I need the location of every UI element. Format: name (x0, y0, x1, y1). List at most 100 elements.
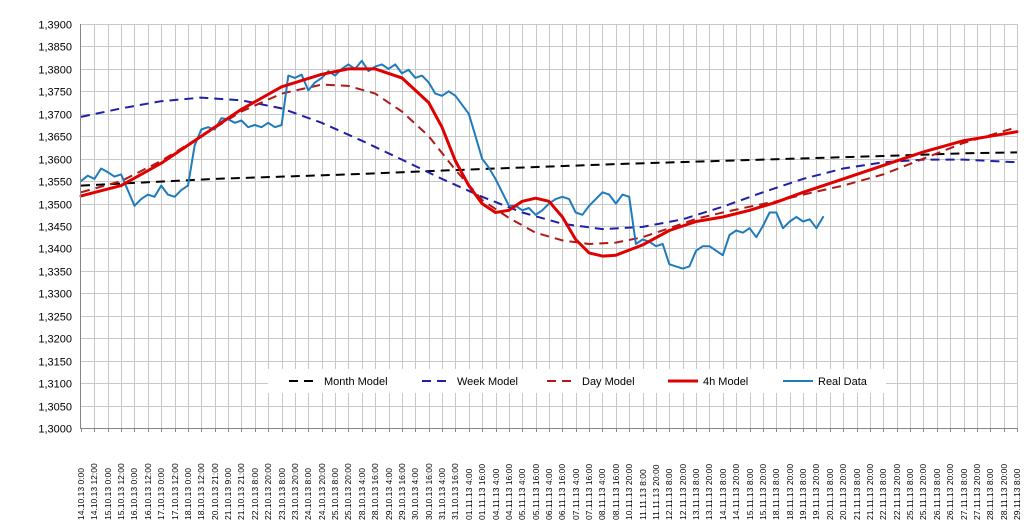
x-tick-label: 22.11.13 20:00 (892, 464, 902, 520)
x-tick-label: 07.11.13 16:00 (584, 464, 594, 520)
y-tick-label: 1,3450 (38, 222, 72, 234)
x-tick-label: 15.11.13 20:00 (758, 464, 768, 520)
x-tick-label: 14.11.13 8:00 (718, 468, 728, 520)
x-tick-label: 25.10.13 8:00 (330, 468, 340, 520)
x-tick-label: 25.10.13 20:00 (343, 463, 353, 520)
x-tick-label: 18.11.13 20:00 (785, 464, 795, 520)
x-tick-label: 11.11.13 20:00 (651, 464, 661, 520)
y-tick-label: 1,3650 (38, 132, 72, 144)
x-tick-label: 16.10.13 12:00 (143, 463, 153, 520)
x-tick-label: 28.10.13 16:00 (370, 463, 380, 520)
x-tick-label: 21.11.13 20:00 (865, 464, 875, 520)
x-tick-label: 18.10.13 12:00 (196, 463, 206, 520)
x-tick-label: 20.11.13 8:00 (825, 468, 835, 520)
y-tick-label: 1,3800 (38, 65, 72, 77)
x-tick-label: 31.10.13 16:00 (450, 463, 460, 520)
vertical-gridlines (81, 24, 1018, 432)
y-tick-label: 1,3100 (38, 379, 72, 391)
x-tick-label: 04.11.13 16:00 (504, 464, 514, 520)
x-tick-label: 07.11.13 4:00 (571, 468, 581, 520)
x-tick-label: 21.10.13 9:00 (223, 468, 233, 520)
y-tick-label: 1,3050 (38, 402, 72, 414)
x-tick-label: 13.11.13 8:00 (691, 468, 701, 520)
legend-label: 4h Model (703, 376, 748, 388)
x-tick-label: 15.10.13 12:00 (116, 463, 126, 520)
x-tick-label: 05.11.13 4:00 (517, 468, 527, 520)
x-tick-label: 15.11.13 8:00 (745, 468, 755, 520)
x-tick-label: 14.11.13 20:00 (731, 464, 741, 520)
legend-label: Real Data (818, 376, 868, 388)
y-tick-label: 1,3200 (38, 334, 72, 346)
y-tick-label: 1,3000 (38, 424, 72, 436)
x-tick-label: 22.10.13 20:00 (263, 463, 273, 520)
x-tick-label: 10.11.13 20:00 (624, 464, 634, 520)
x-tick-label: 18.10.13 0:00 (183, 468, 193, 520)
y-tick-label: 1,3150 (38, 357, 72, 369)
y-tick-label: 1,3350 (38, 267, 72, 279)
x-tick-label: 01.11.13 16:00 (477, 464, 487, 520)
x-tick-label: 17.10.13 0:00 (156, 468, 166, 520)
x-tick-label: 08.11.13 16:00 (611, 464, 621, 520)
y-tick-label: 1,3750 (38, 87, 72, 99)
y-tick-label: 1,3600 (38, 155, 72, 167)
legend-label: Day Model (582, 376, 635, 388)
x-tick-label: 01.11.13 4:00 (464, 468, 474, 520)
x-tick-label: 13.11.13 20:00 (704, 464, 714, 520)
x-tick-label: 20.10.13 21:00 (210, 463, 220, 520)
x-tick-label: 17.10.13 12:00 (170, 463, 180, 520)
y-tick-label: 1,3550 (38, 177, 72, 189)
x-tick-label: 24.10.13 8:00 (303, 468, 313, 520)
y-axis-tick-labels: 1,3000 1,3050 1,3100 1,3150 1,3200 1,3250 1,33… (38, 20, 72, 436)
y-tick-label: 1,3850 (38, 42, 72, 54)
x-tick-label: 29.11.13 8:00 (1012, 468, 1022, 520)
series-line-4h-model (79, 67, 1019, 258)
x-tick-label: 11.11.13 8:00 (638, 469, 648, 520)
x-axis-tick-labels: 14.10.13 0:00 14.10.13 12:00 15.10.13 0:00… (76, 463, 1022, 520)
x-tick-label: 26.11.13 8:00 (932, 468, 942, 520)
x-tick-label: 26.11.13 20:00 (945, 464, 955, 520)
x-tick-label: 28.11.13 8:00 (985, 468, 995, 520)
x-tick-label: 14.10.13 0:00 (76, 468, 86, 520)
x-tick-label: 29.10.13 16:00 (397, 463, 407, 520)
x-tick-label: 21.10.13 21:00 (236, 463, 246, 520)
y-tick-label: 1,3300 (38, 289, 72, 301)
x-tick-label: 28.10.13 4:00 (357, 468, 367, 520)
x-tick-label: 30.10.13 16:00 (424, 463, 434, 520)
y-tick-label: 1,3250 (38, 312, 72, 324)
series-line-day-model (80, 83, 1018, 245)
x-tick-label: 21.11.13 8:00 (852, 468, 862, 520)
series-line-week-model (80, 96, 1018, 231)
legend: Month Model Week Model Day Model 4h Model Re… (268, 369, 886, 393)
legend-label: Month Model (324, 376, 388, 388)
y-tick-label: 1,3700 (38, 110, 72, 122)
x-tick-label: 22.11.13 8:00 (878, 468, 888, 520)
x-tick-label: 16.10.13 0:00 (129, 468, 139, 520)
y-tick-label: 1,3900 (38, 20, 72, 32)
x-tick-label: 23.10.13 8:00 (277, 468, 287, 520)
x-tick-label: 22.10.13 8:00 (250, 468, 260, 520)
x-tick-label: 24.10.13 20:00 (317, 463, 327, 520)
x-tick-label: 14.10.13 12:00 (89, 463, 99, 520)
x-tick-label: 27.11.13 8:00 (959, 468, 969, 520)
y-tick-label: 1,3400 (38, 244, 72, 256)
x-tick-label: 05.11.13 16:00 (531, 464, 541, 520)
x-tick-label: 27.11.13 20:00 (972, 464, 982, 520)
series-lines (79, 59, 1019, 270)
x-tick-label: 25.11.13 20:00 (918, 464, 928, 520)
x-tick-label: 06.11.13 4:00 (544, 468, 554, 520)
x-tick-label: 06.11.13 16:00 (557, 464, 567, 520)
x-tick-label: 30.10.13 4:00 (410, 468, 420, 520)
x-tick-label: 04.11.13 4:00 (491, 468, 501, 520)
x-tick-label: 15.10.13 0:00 (103, 468, 113, 520)
series-line-real-data (80, 59, 825, 270)
x-tick-label: 23.10.13 20:00 (290, 463, 300, 520)
x-tick-label: 29.10.13 4:00 (384, 468, 394, 520)
x-tick-label: 12.11.13 20:00 (678, 464, 688, 520)
x-tick-label: 08.11.13 4:00 (597, 468, 607, 520)
x-tick-label: 12.11.13 8:00 (664, 468, 674, 520)
x-tick-label: 25.11.13 8:00 (905, 468, 915, 520)
x-tick-label: 19.11.13 8:00 (798, 468, 808, 520)
x-tick-label: 28.11.13 20:00 (999, 464, 1009, 520)
